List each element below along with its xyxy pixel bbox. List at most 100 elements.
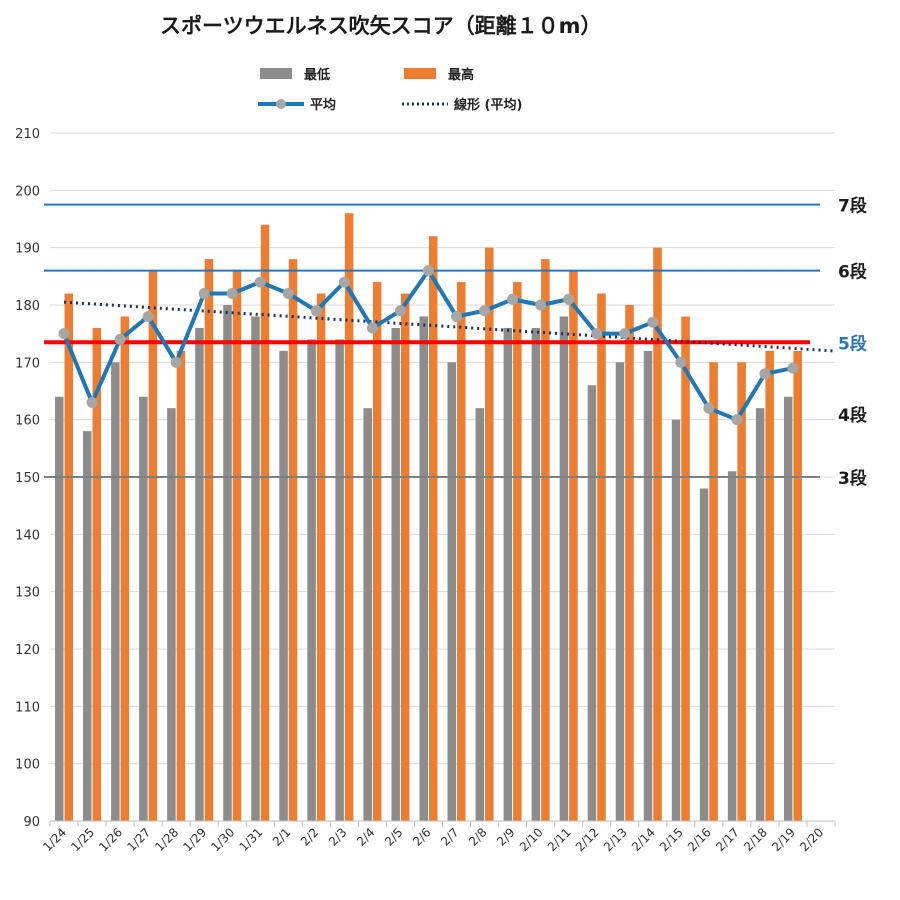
avg-point — [282, 288, 294, 300]
x-tick-label: 2/4 — [354, 825, 378, 849]
reference-label: 3段 — [838, 468, 867, 489]
x-tick-label: 2/15 — [657, 825, 686, 854]
avg-point — [170, 356, 182, 368]
avg-point — [535, 299, 547, 311]
legend-item-trend: 線形 (平均) — [402, 94, 522, 113]
x-tick-label: 2/1 — [270, 825, 294, 849]
y-tick-label: 200 — [15, 184, 40, 199]
x-tick-label: 2/16 — [685, 825, 714, 854]
bar-max — [513, 282, 522, 822]
x-tick-label: 2/7 — [438, 825, 462, 849]
avg-point — [759, 368, 771, 380]
avg-point — [479, 305, 491, 317]
bar-max — [204, 259, 214, 822]
bar-max — [765, 350, 774, 821]
y-tick-label: 140 — [15, 528, 40, 543]
avg-point — [254, 276, 266, 288]
avg-point — [787, 362, 799, 374]
avg-point — [675, 356, 687, 368]
bar-min — [699, 488, 709, 821]
x-tick-label: 2/8 — [466, 825, 490, 849]
x-tick-label: 1/31 — [236, 825, 265, 854]
bar-max — [653, 247, 662, 821]
bar-max — [541, 259, 550, 822]
x-tick-label: 2/19 — [769, 825, 798, 854]
avg-point — [507, 293, 519, 305]
bar-max — [64, 293, 74, 821]
bar-min — [671, 419, 681, 821]
bar-max — [597, 293, 606, 821]
y-tick-label: 110 — [15, 700, 40, 715]
bar-min — [55, 396, 64, 821]
bar-max — [344, 213, 354, 821]
bar-min — [643, 350, 653, 821]
avg-point — [198, 288, 210, 300]
avg-point — [86, 396, 98, 408]
bar-max — [372, 282, 382, 822]
x-tick-label: 1/30 — [208, 825, 237, 854]
trendline — [63, 300, 834, 353]
chart-title: スポーツウエルネス吹矢スコア（距離１０m） — [160, 14, 602, 38]
bar-max — [148, 270, 158, 822]
y-tick-label: 170 — [15, 356, 40, 371]
avg-point — [563, 293, 575, 305]
legend-swatch-min — [260, 68, 292, 79]
x-tick-label: 2/11 — [545, 825, 574, 854]
bar-max — [120, 316, 130, 821]
avg-point — [647, 316, 659, 328]
x-tick-label: 2/13 — [601, 825, 630, 854]
bar-min — [727, 471, 737, 821]
bar-min — [111, 362, 120, 821]
avg-point — [731, 414, 743, 426]
legend-label-trend: 線形 (平均) — [454, 98, 523, 113]
reference-label: 7段 — [838, 196, 867, 217]
bar-min — [195, 327, 204, 821]
y-tick-label: 160 — [15, 414, 40, 429]
bar-min — [615, 362, 625, 821]
avg-point — [366, 322, 378, 334]
x-tick-label: 2/18 — [741, 825, 770, 854]
x-tick-label: 2/6 — [410, 825, 434, 849]
avg-point — [591, 328, 603, 340]
bar-min — [419, 316, 428, 821]
x-tick-label: 2/20 — [797, 825, 826, 854]
x-tick-label: 1/25 — [68, 825, 97, 854]
bar-max — [681, 316, 690, 821]
reference-label: 4段 — [838, 405, 867, 426]
x-tick-label: 2/3 — [326, 825, 350, 849]
bar-min — [531, 327, 541, 821]
bar-max — [569, 270, 578, 822]
bar-max — [260, 224, 270, 821]
x-tick-label: 2/14 — [629, 825, 658, 854]
bar-min — [503, 327, 513, 821]
legend-label-avg: 平均 — [310, 98, 337, 113]
bar-min — [307, 339, 316, 821]
avg-point — [58, 328, 70, 340]
bar-max — [288, 259, 298, 822]
legend-item-max: 最高 — [404, 64, 474, 83]
y-tick-label: 190 — [15, 242, 40, 257]
bar-min — [755, 408, 765, 821]
bar-min — [167, 408, 176, 821]
x-tick-label: 1/29 — [180, 825, 209, 854]
avg-point — [310, 305, 322, 317]
avg-point — [394, 305, 406, 317]
y-tick-label: 100 — [15, 758, 40, 773]
y-tick-label: 90 — [23, 815, 40, 830]
x-tick-label: 2/2 — [298, 825, 322, 849]
bar-max — [625, 305, 634, 821]
y-tick-label: 210 — [15, 127, 40, 142]
x-tick-label: 1/26 — [96, 825, 125, 854]
bar-max — [232, 270, 242, 822]
bar-max — [316, 293, 326, 821]
bar-min — [475, 408, 485, 821]
bar-min — [391, 327, 400, 821]
reference-label: 5段 — [838, 333, 867, 354]
legend-swatch-avg — [258, 97, 304, 111]
x-tick-label: 2/9 — [494, 825, 518, 849]
bar-max — [457, 282, 466, 822]
bar-max — [793, 350, 802, 821]
bar-min — [83, 431, 92, 821]
x-tick-label: 1/27 — [124, 825, 153, 854]
